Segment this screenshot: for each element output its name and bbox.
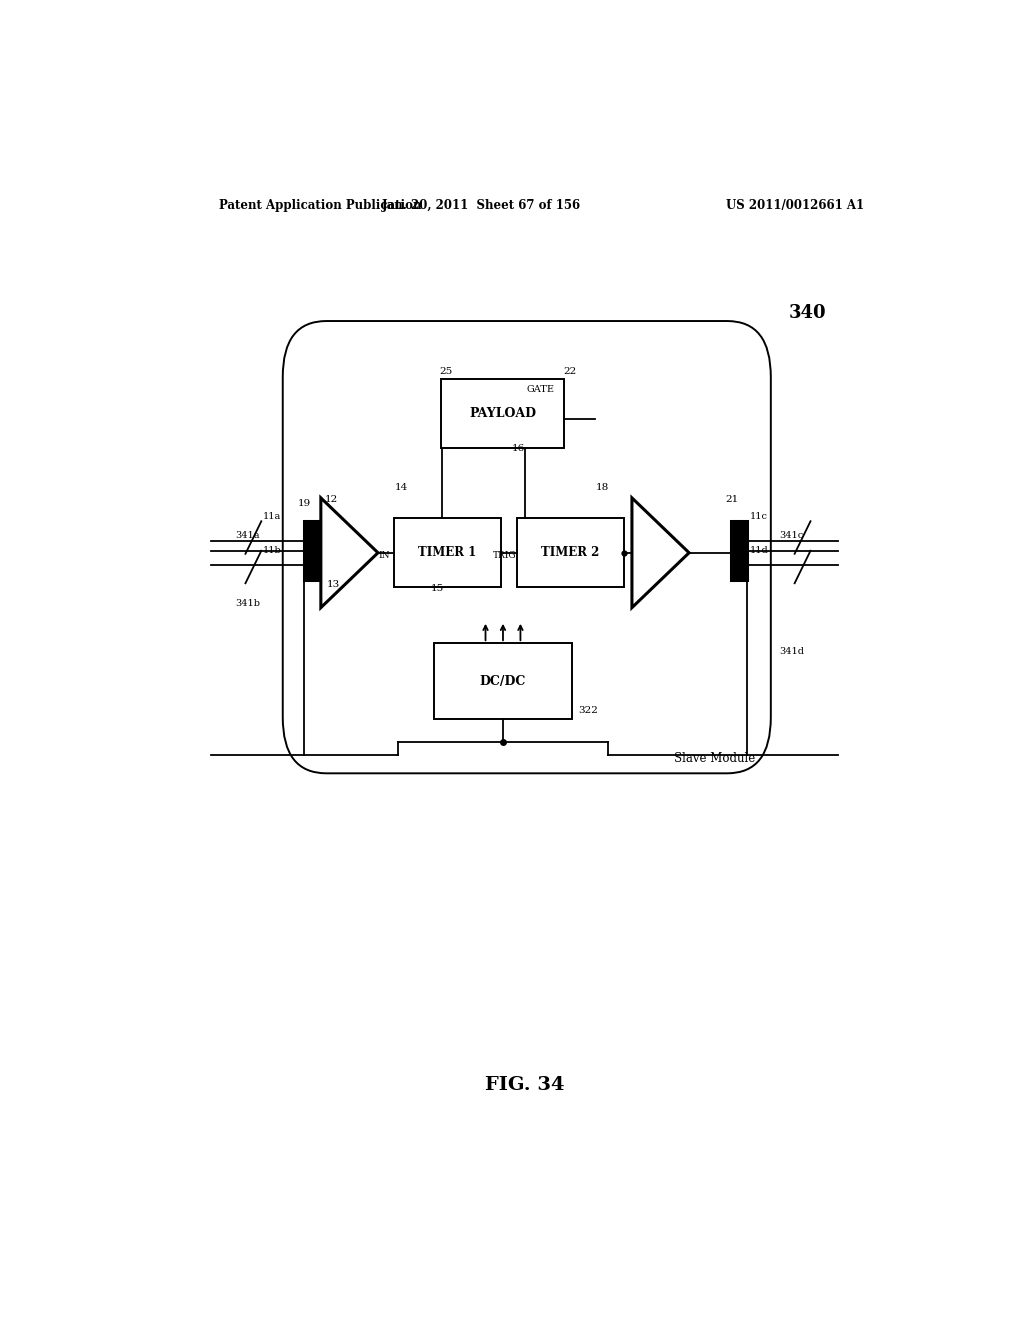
Text: 11c: 11c (751, 512, 768, 521)
Text: 341b: 341b (236, 599, 260, 607)
Text: 11b: 11b (263, 545, 282, 554)
Text: 25: 25 (439, 367, 453, 376)
Text: 341a: 341a (236, 531, 260, 540)
Text: US 2011/0012661 A1: US 2011/0012661 A1 (726, 198, 863, 211)
Text: 14: 14 (394, 483, 408, 492)
Text: TIMER 1: TIMER 1 (418, 546, 476, 560)
Text: IN: IN (379, 550, 390, 560)
Text: GATE: GATE (526, 385, 554, 395)
Text: 12: 12 (325, 495, 338, 504)
Bar (731, 521, 748, 581)
Text: Slave Module: Slave Module (674, 752, 755, 766)
Text: 322: 322 (578, 706, 598, 715)
Text: 18: 18 (596, 483, 609, 492)
Text: FIG. 34: FIG. 34 (485, 1076, 564, 1094)
Text: 21: 21 (726, 495, 739, 504)
Text: 341c: 341c (778, 531, 803, 540)
Text: TIMER 2: TIMER 2 (542, 546, 600, 560)
Text: 11d: 11d (751, 545, 769, 554)
Text: 13: 13 (327, 581, 340, 589)
Bar (304, 521, 321, 581)
Text: 16: 16 (512, 444, 525, 453)
Text: TRIG: TRIG (494, 550, 517, 560)
Text: 19: 19 (298, 499, 311, 508)
Text: 22: 22 (563, 367, 577, 376)
Bar (517, 519, 624, 587)
Text: DC/DC: DC/DC (480, 675, 526, 688)
Text: Jan. 20, 2011  Sheet 67 of 156: Jan. 20, 2011 Sheet 67 of 156 (382, 198, 581, 211)
Text: 15: 15 (431, 585, 444, 594)
Text: 341d: 341d (778, 647, 804, 656)
Bar (394, 519, 501, 587)
Bar (441, 379, 564, 447)
Text: PAYLOAD: PAYLOAD (469, 407, 537, 420)
Text: 11a: 11a (263, 512, 282, 521)
Bar (433, 643, 572, 719)
Text: Patent Application Publication: Patent Application Publication (219, 198, 422, 211)
Text: 340: 340 (788, 304, 826, 322)
